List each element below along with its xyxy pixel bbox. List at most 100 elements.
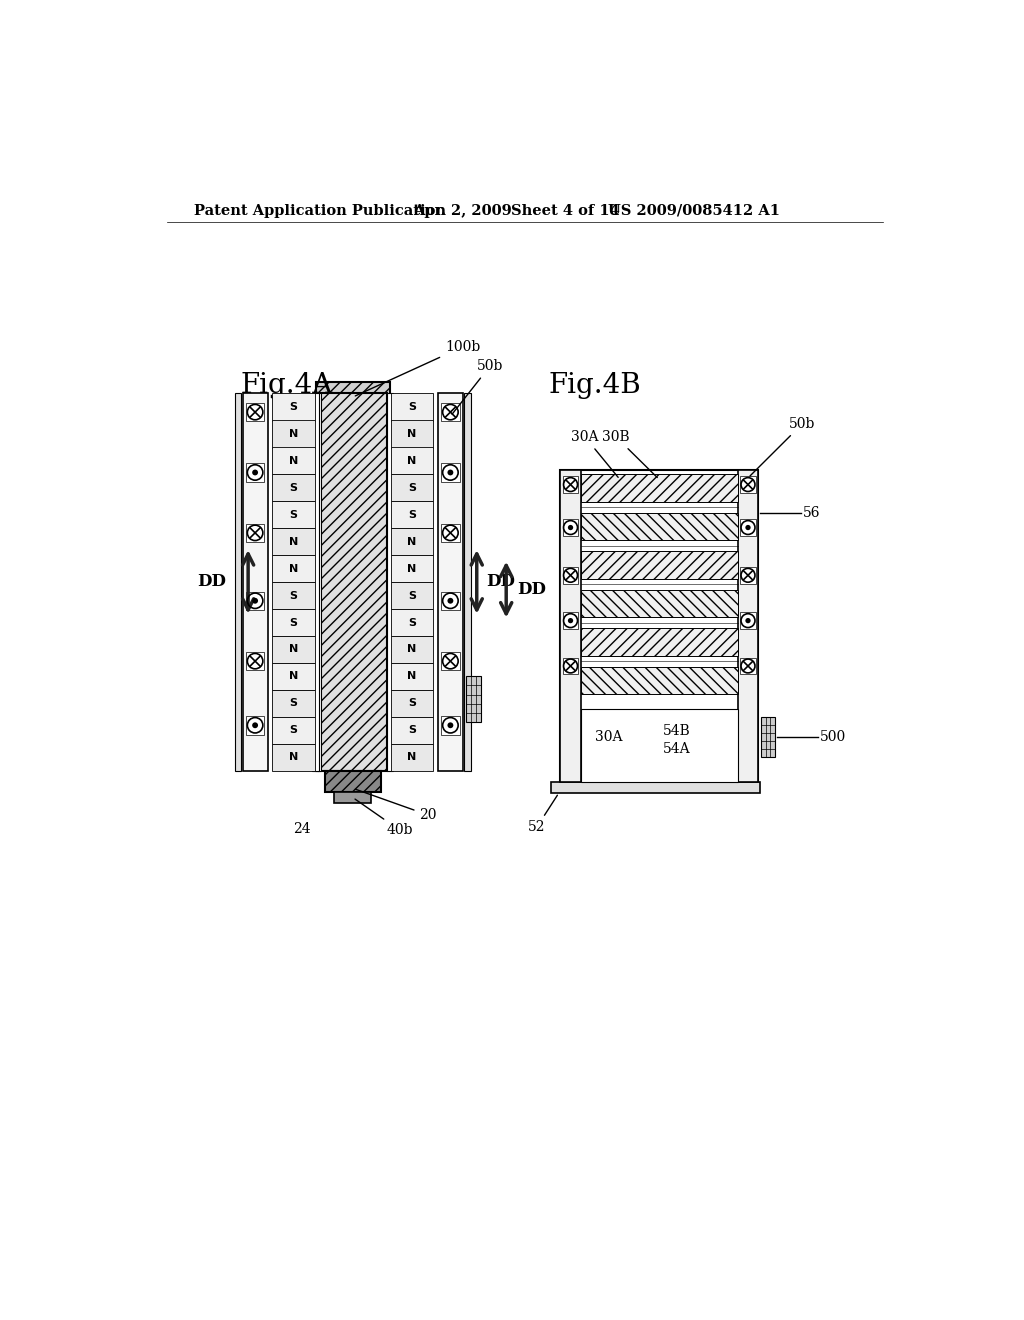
Text: 54B: 54B bbox=[663, 723, 690, 738]
Bar bbox=[272, 447, 314, 474]
Text: N: N bbox=[408, 564, 417, 574]
Bar bbox=[272, 528, 314, 556]
Text: DD: DD bbox=[486, 573, 515, 590]
Text: N: N bbox=[289, 564, 298, 574]
Bar bbox=[391, 636, 433, 663]
Text: 30A: 30A bbox=[571, 430, 618, 478]
Text: N: N bbox=[289, 672, 298, 681]
Text: 30A: 30A bbox=[595, 730, 622, 743]
Text: Patent Application Publication: Patent Application Publication bbox=[194, 203, 445, 218]
Circle shape bbox=[252, 470, 258, 475]
Bar bbox=[387, 393, 393, 771]
Bar bbox=[246, 524, 264, 543]
Text: 20: 20 bbox=[355, 789, 437, 822]
Text: N: N bbox=[408, 752, 417, 762]
Text: S: S bbox=[408, 401, 416, 412]
Bar bbox=[441, 591, 460, 610]
Text: S: S bbox=[290, 510, 297, 520]
Bar bbox=[391, 582, 433, 610]
Bar bbox=[563, 477, 579, 494]
Text: S: S bbox=[290, 401, 297, 412]
Bar bbox=[581, 552, 738, 578]
Circle shape bbox=[447, 598, 454, 603]
Text: Fig.4B: Fig.4B bbox=[549, 372, 642, 400]
Bar bbox=[312, 393, 318, 771]
Bar bbox=[466, 676, 481, 722]
Circle shape bbox=[252, 598, 258, 603]
Text: N: N bbox=[408, 455, 417, 466]
Bar bbox=[391, 689, 433, 717]
Text: US 2009/0085412 A1: US 2009/0085412 A1 bbox=[608, 203, 780, 218]
Bar bbox=[391, 743, 433, 771]
Bar bbox=[560, 470, 758, 781]
Bar bbox=[272, 663, 314, 690]
Bar bbox=[441, 524, 460, 543]
Bar bbox=[325, 771, 381, 792]
Text: S: S bbox=[290, 618, 297, 627]
Text: S: S bbox=[408, 698, 416, 709]
Bar bbox=[581, 512, 738, 540]
Bar bbox=[441, 403, 460, 421]
Text: N: N bbox=[289, 644, 298, 655]
Bar bbox=[391, 663, 433, 690]
Circle shape bbox=[745, 525, 751, 531]
Text: N: N bbox=[289, 537, 298, 546]
Text: Fig.4A: Fig.4A bbox=[241, 372, 333, 400]
Bar bbox=[246, 403, 264, 421]
Text: 40b: 40b bbox=[355, 799, 414, 837]
Bar bbox=[391, 528, 433, 556]
Bar bbox=[246, 463, 264, 482]
Bar bbox=[391, 609, 433, 636]
Bar bbox=[246, 591, 264, 610]
Bar bbox=[740, 657, 756, 675]
Text: N: N bbox=[289, 752, 298, 762]
Bar bbox=[738, 470, 758, 781]
Bar bbox=[391, 474, 433, 502]
Circle shape bbox=[252, 722, 258, 729]
Bar bbox=[246, 652, 264, 671]
Text: S: S bbox=[408, 725, 416, 735]
Text: 56: 56 bbox=[803, 506, 820, 520]
Bar bbox=[551, 781, 760, 793]
Text: S: S bbox=[408, 590, 416, 601]
Bar bbox=[246, 715, 264, 734]
Bar bbox=[272, 743, 314, 771]
Text: S: S bbox=[290, 590, 297, 601]
Bar bbox=[391, 554, 433, 582]
Text: Sheet 4 of 14: Sheet 4 of 14 bbox=[511, 203, 620, 218]
Bar bbox=[581, 474, 738, 502]
Text: DD: DD bbox=[517, 581, 546, 598]
Bar bbox=[272, 474, 314, 502]
Bar bbox=[243, 393, 267, 771]
Bar bbox=[314, 393, 321, 771]
Bar bbox=[272, 554, 314, 582]
Text: 500: 500 bbox=[820, 730, 846, 743]
Bar bbox=[334, 792, 372, 803]
Bar bbox=[563, 519, 579, 536]
Bar bbox=[563, 566, 579, 583]
Bar bbox=[391, 420, 433, 447]
Text: N: N bbox=[408, 644, 417, 655]
Bar bbox=[441, 652, 460, 671]
Bar bbox=[438, 393, 463, 771]
Text: N: N bbox=[289, 455, 298, 466]
Text: S: S bbox=[408, 483, 416, 492]
Text: S: S bbox=[408, 618, 416, 627]
Circle shape bbox=[447, 722, 454, 729]
Bar bbox=[272, 636, 314, 663]
Text: N: N bbox=[408, 537, 417, 546]
Bar bbox=[272, 502, 314, 528]
Bar bbox=[234, 393, 241, 771]
Text: 50b: 50b bbox=[750, 417, 815, 477]
Bar bbox=[391, 502, 433, 528]
Text: 52: 52 bbox=[528, 795, 557, 834]
Text: DD: DD bbox=[198, 573, 226, 590]
Text: S: S bbox=[290, 483, 297, 492]
Bar bbox=[272, 420, 314, 447]
Bar bbox=[272, 609, 314, 636]
Bar bbox=[740, 519, 756, 536]
Circle shape bbox=[745, 618, 751, 623]
Circle shape bbox=[568, 618, 573, 623]
Bar bbox=[391, 447, 433, 474]
Bar bbox=[560, 470, 581, 781]
